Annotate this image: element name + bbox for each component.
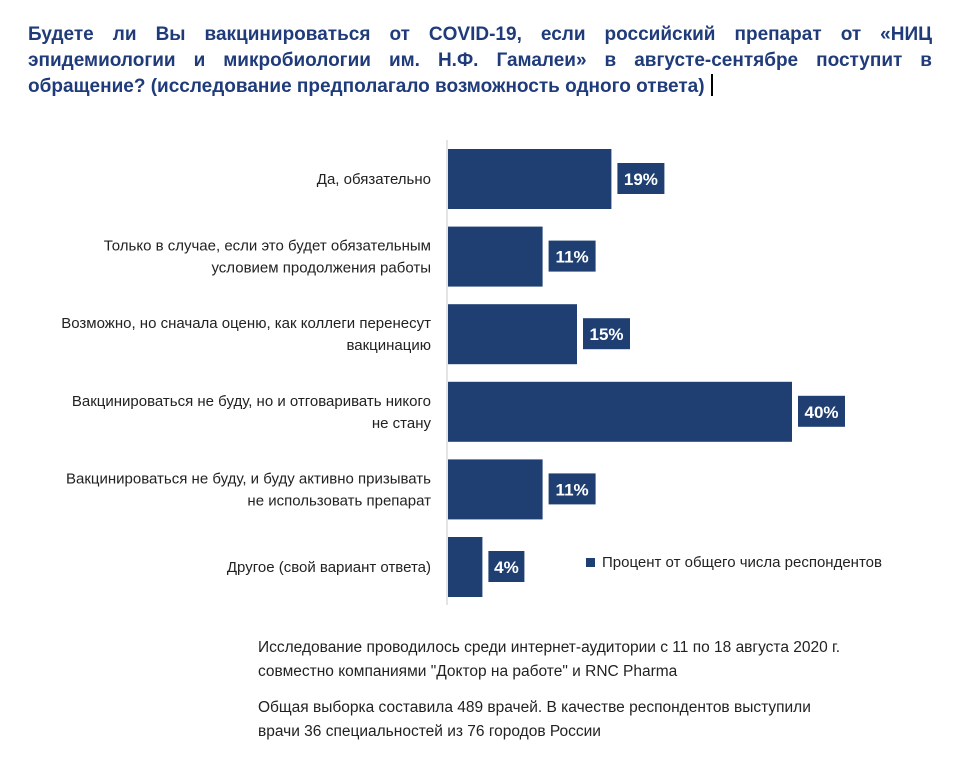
data-label: 15% <box>589 325 623 344</box>
category-label: Вакцинироваться не буду, и буду активно … <box>66 470 431 509</box>
data-label: 19% <box>624 170 658 189</box>
category-label-line: не использовать препарат <box>247 492 431 509</box>
category-label: Вакцинироваться не буду, но и отговарива… <box>72 393 432 432</box>
category-label-line: Другое (свой вариант ответа) <box>227 559 431 576</box>
data-label-box <box>798 395 845 427</box>
data-label-box <box>488 551 525 582</box>
legend-label: Процент от общего числа респондентов <box>602 554 882 571</box>
chart-title-text: Будете ли Вы вакцинироваться от COVID-19… <box>28 24 932 97</box>
bar <box>448 149 612 209</box>
category-label-line: Возможно, но сначала оценю, как коллеги … <box>61 315 431 332</box>
category-label-line: условием продолжения работы <box>211 260 431 277</box>
bar <box>448 226 543 287</box>
bar <box>448 304 577 365</box>
data-label-box <box>548 240 596 272</box>
survey-note-period-line: совместно компаниями "Доктор на работе" … <box>258 663 678 680</box>
category-label-line: Да, обязательно <box>317 171 431 188</box>
survey-note-sample-line: врачи 36 специальностей из 76 городов Ро… <box>258 723 601 740</box>
bar <box>448 537 483 597</box>
survey-note-sample-line: Общая выборка составила 489 врачей. В ка… <box>258 699 811 716</box>
category-label-line: вакцинацию <box>346 337 431 354</box>
data-label-box <box>617 163 665 194</box>
survey-note-period-line: Исследование проводилось среди интернет-… <box>258 639 841 656</box>
data-label: 11% <box>556 248 589 267</box>
category-label: Да, обязательно <box>317 171 431 188</box>
data-label-box <box>583 318 630 350</box>
category-label-line: не стану <box>372 415 432 432</box>
category-label: Другое (свой вариант ответа) <box>227 559 431 576</box>
category-label-line: Вакцинироваться не буду, но и отговарива… <box>72 393 431 410</box>
data-label: 11% <box>556 480 589 499</box>
category-label: Только в случае, если это будет обязател… <box>104 238 431 277</box>
category-label-line: Только в случае, если это будет обязател… <box>104 238 431 255</box>
survey-note-sample: Общая выборка составила 489 врачей. В ка… <box>258 696 938 744</box>
category-label: Возможно, но сначала оценю, как коллеги … <box>61 315 431 354</box>
chart-title: Будете ли Вы вакцинироваться от COVID-19… <box>28 22 932 100</box>
bar <box>448 381 792 442</box>
legend-swatch <box>586 558 595 567</box>
text-cursor <box>710 74 713 96</box>
data-label-box <box>548 473 596 505</box>
bar-chart: 19% Да, обязательно 11% Только в случае, ес… <box>61 140 882 605</box>
bar <box>448 459 543 520</box>
category-label-line: Вакцинироваться не буду, и буду активно … <box>66 470 431 487</box>
data-label: 40% <box>804 403 838 422</box>
survey-note-period: Исследование проводилось среди интернет-… <box>258 636 938 684</box>
data-label: 4% <box>494 558 519 577</box>
